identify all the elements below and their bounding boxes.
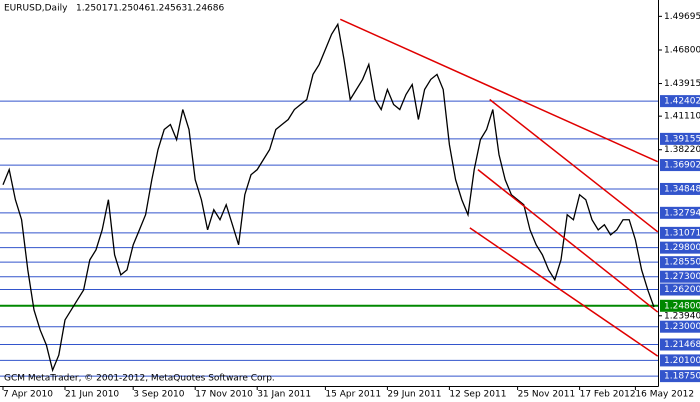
ohlc-close: 1.24686 <box>187 4 224 14</box>
level-tag <box>660 182 700 195</box>
level-label: 1.27300 <box>664 272 700 282</box>
y-tick-label: 1.41110 <box>664 112 700 122</box>
level-tag <box>660 241 700 254</box>
symbol: EURUSD,Daily <box>4 4 68 14</box>
y-tick-label: 1.49695 <box>664 12 700 22</box>
level-label: 1.39155 <box>664 134 700 144</box>
y-tick-label: 1.43915 <box>664 79 700 89</box>
x-tick-label: 17 Nov 2010 <box>195 390 253 400</box>
price <box>2 22 655 373</box>
level-label: 1.26200 <box>664 285 700 295</box>
y-tick-label: 1.23940 <box>664 311 700 321</box>
level-tag <box>660 95 700 108</box>
level-tag <box>660 270 700 283</box>
y-tick-label: 1.38220 <box>664 145 700 155</box>
x-tick-label: 17 Feb 2012 <box>580 390 636 400</box>
level-label: 1.29800 <box>664 243 700 253</box>
y-tick-label: 1.46800 <box>664 45 700 55</box>
x-tick-label: 3 Sep 2010 <box>133 390 185 400</box>
x-tick-label: 16 May 2012 <box>635 390 694 400</box>
level-tag <box>660 338 700 351</box>
level-label: 1.23000 <box>664 322 700 332</box>
level-label: 1.31071 <box>664 228 700 238</box>
x-tick-label: 29 Jun 2011 <box>387 390 441 400</box>
level-tag <box>660 320 700 333</box>
level-label: 1.34848 <box>664 184 700 194</box>
level-tag <box>660 226 700 239</box>
level-tag <box>660 206 700 219</box>
trendlines <box>339 18 659 357</box>
x-tick-label: 15 Apr 2011 <box>325 390 381 400</box>
level-label: 1.21468 <box>664 340 700 350</box>
price-line <box>2 22 655 373</box>
ohlc-low: 1.24563 <box>150 4 187 14</box>
levels <box>0 100 658 377</box>
level-tag <box>660 354 700 367</box>
level-label: 1.18750 <box>664 372 700 382</box>
level-label: 1.20100 <box>664 356 700 366</box>
x-tick-label: 31 Jan 2011 <box>257 390 311 400</box>
ohlc-open: 1.25017 <box>76 4 113 14</box>
copyright: GCM MetaTrader, © 2001-2012, MetaQuotes … <box>4 374 275 384</box>
trendline <box>339 18 659 163</box>
axis-labels: 1.49695 1.46800 1.43915 1.41110 1.38220 1.239… <box>2 12 700 400</box>
x-tick-label: 25 Nov 2011 <box>518 390 576 400</box>
level-label: 1.36902 <box>664 161 700 171</box>
level-tag <box>660 283 700 296</box>
trendline <box>477 169 659 313</box>
level-label: 1.42402 <box>664 97 700 107</box>
trendline <box>469 227 659 357</box>
level-tag <box>660 370 700 383</box>
x-tick-label: 21 Jun 2010 <box>65 390 119 400</box>
level-tag <box>660 159 700 172</box>
level-tag <box>660 132 700 145</box>
trendline <box>489 98 659 233</box>
x-tick-label: 12 Sep 2011 <box>449 390 506 400</box>
level-tag <box>660 256 700 269</box>
level-label: 1.28550 <box>664 258 700 268</box>
ohlc-high: 1.25046 <box>113 4 150 14</box>
level-label: 1.32794 <box>664 208 700 218</box>
x-tick-label: 7 Apr 2010 <box>3 390 53 400</box>
level-label: 1.24800 <box>664 301 700 311</box>
level-tag <box>660 299 700 312</box>
